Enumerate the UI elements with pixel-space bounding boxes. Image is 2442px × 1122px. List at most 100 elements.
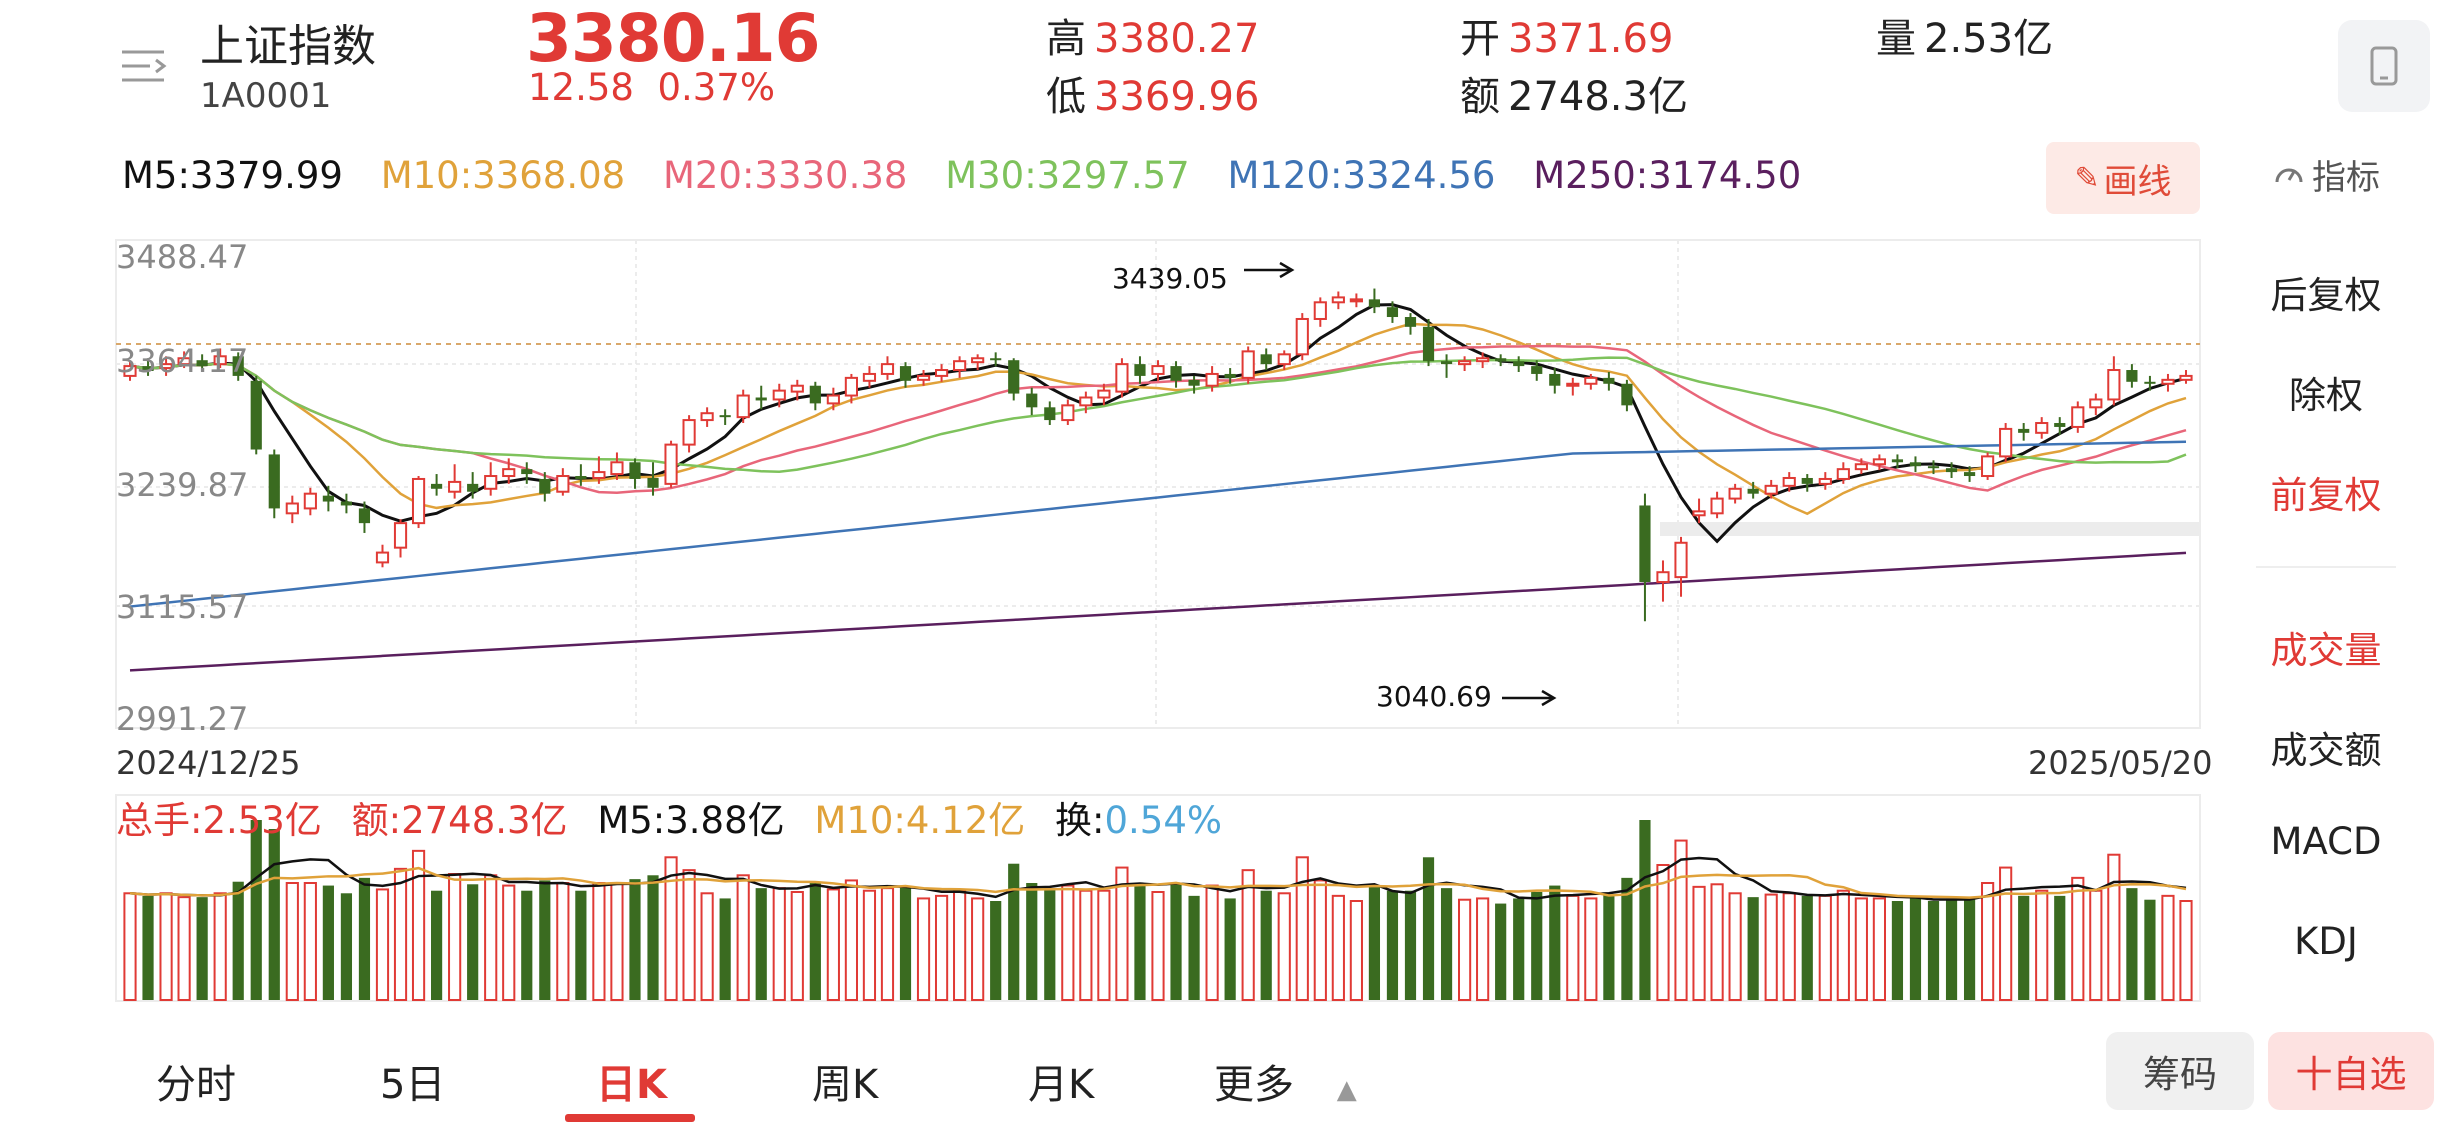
volume-bar xyxy=(1549,885,1561,1000)
volume-bar xyxy=(844,879,858,1002)
volume-bar xyxy=(448,873,462,1001)
kline-chart[interactable]: 3488.47 3364.17 3239.87 3115.57 2991.27 … xyxy=(0,0,2220,1010)
option-volume[interactable]: 成交量 xyxy=(2270,629,2382,672)
indicator-button[interactable]: 指标 xyxy=(2272,150,2380,199)
high-annotation: 3439.05 xyxy=(1112,261,1295,295)
add-favorite-button[interactable]: 十自选 xyxy=(2268,1032,2434,1110)
volume-bar xyxy=(1331,894,1345,1001)
high-value: 3380.27 xyxy=(1094,16,1260,62)
draw-line-button[interactable]: ✎ 画线 xyxy=(2046,142,2200,214)
volume-bar xyxy=(1513,898,1525,1000)
candle-body xyxy=(213,355,227,366)
candle-body xyxy=(719,415,731,418)
current-price: 3380.16 xyxy=(526,0,821,77)
volume-bar xyxy=(1476,897,1490,1002)
candle-body xyxy=(1945,468,1958,473)
volume-bar xyxy=(1349,900,1363,1001)
volume-bar xyxy=(1782,892,1796,1001)
y-tick-label: 3488.47 xyxy=(116,238,248,276)
option-kdj[interactable]: KDJ xyxy=(2294,920,2358,963)
candle-body xyxy=(123,365,137,377)
candle-body xyxy=(393,522,408,549)
volume-bar xyxy=(1854,897,1868,1002)
option-back-adjust[interactable]: 后复权 xyxy=(2270,274,2382,317)
volume-bar xyxy=(502,884,516,1001)
candle-body xyxy=(862,372,877,382)
turnover-value: 0.54% xyxy=(1104,799,1223,842)
menu-icon[interactable] xyxy=(120,38,176,94)
volume-bar xyxy=(1422,857,1435,1000)
volume-bar xyxy=(1295,856,1309,1001)
candle-body xyxy=(375,551,390,564)
turnover-label: 换: xyxy=(1055,799,1105,842)
tab-weekly-k[interactable]: 周K xyxy=(812,1062,879,1108)
ma250-line xyxy=(129,551,2187,672)
candle-body xyxy=(1205,372,1219,387)
option-amount[interactable]: 成交额 xyxy=(2270,729,2382,772)
candle-body xyxy=(1386,307,1399,318)
volume-bar xyxy=(431,890,443,1000)
candle-body xyxy=(2126,370,2138,382)
volume-bar xyxy=(1747,897,1759,1000)
amount-label: 额 xyxy=(1460,74,1500,120)
candles xyxy=(123,288,2193,622)
tab-5day[interactable]: 5日 xyxy=(380,1062,446,1108)
chips-button[interactable]: 筹码 xyxy=(2106,1032,2254,1110)
candle-body xyxy=(322,495,334,502)
volume-bar xyxy=(1656,864,1670,1001)
candle-body xyxy=(1801,477,1813,484)
candle-body xyxy=(1782,476,1796,487)
candle-body xyxy=(575,476,587,479)
candle-body xyxy=(610,461,624,476)
candle-body xyxy=(358,508,371,524)
volume-bar xyxy=(1999,866,2013,1001)
volume-bar xyxy=(1008,863,1020,1000)
gap-band xyxy=(1660,522,2200,536)
candle-body xyxy=(250,380,262,450)
option-ex-rights[interactable]: 除权 xyxy=(2289,374,2363,417)
volume-bar xyxy=(2179,900,2193,1001)
volume-bar xyxy=(1710,883,1724,1001)
candle-body xyxy=(934,369,949,377)
candle-body xyxy=(647,477,659,488)
candle-body xyxy=(664,443,678,485)
landscape-toggle-button[interactable] xyxy=(2338,20,2430,112)
candle-body xyxy=(1639,505,1651,583)
candle-body xyxy=(700,412,714,422)
volume-bar xyxy=(1728,892,1742,1001)
candle-body xyxy=(1981,455,1995,478)
volume-bar xyxy=(1692,885,1706,1001)
candle-body xyxy=(1692,510,1706,517)
tab-intraday[interactable]: 分时 xyxy=(156,1062,236,1108)
pencil-icon: ✎ xyxy=(2074,160,2100,196)
candle-body xyxy=(467,483,479,492)
volume-bar xyxy=(1909,898,1922,1000)
candle-body xyxy=(1927,466,1940,469)
candle-body xyxy=(971,357,985,364)
rotate-screen-icon xyxy=(2370,46,2398,86)
candle-body xyxy=(431,483,443,489)
total-amount: 额:2748.3亿 xyxy=(351,799,568,842)
volume-bar xyxy=(1603,894,1615,1000)
high-stat: 高 3380.27 xyxy=(1046,6,1259,64)
volume-bar xyxy=(1277,892,1291,1001)
tab-more[interactable]: 更多 ▲ xyxy=(1214,1052,1357,1110)
tab-daily-k[interactable]: 日K xyxy=(596,1062,667,1108)
candle-body xyxy=(1044,407,1056,421)
volume-bar xyxy=(1872,897,1886,1002)
option-macd[interactable]: MACD xyxy=(2270,820,2382,863)
amount-stat: 额 2748.3亿 xyxy=(1460,64,1688,122)
candle-body xyxy=(1495,358,1507,362)
volume-bar xyxy=(303,882,317,1001)
candle-body xyxy=(899,366,912,381)
candle-body xyxy=(1674,541,1688,579)
y-tick-label: 3364.17 xyxy=(116,342,248,380)
candle-body xyxy=(2179,374,2193,381)
more-label: 更多 xyxy=(1214,1062,1294,1108)
option-forward-adjust[interactable]: 前复权 xyxy=(2270,474,2382,517)
candle-body xyxy=(1818,477,1832,485)
volume-bar xyxy=(682,869,696,1002)
tab-monthly-k[interactable]: 月K xyxy=(1028,1062,1095,1108)
stock-name: 上证指数 xyxy=(200,21,376,72)
candle-body xyxy=(2071,406,2085,428)
